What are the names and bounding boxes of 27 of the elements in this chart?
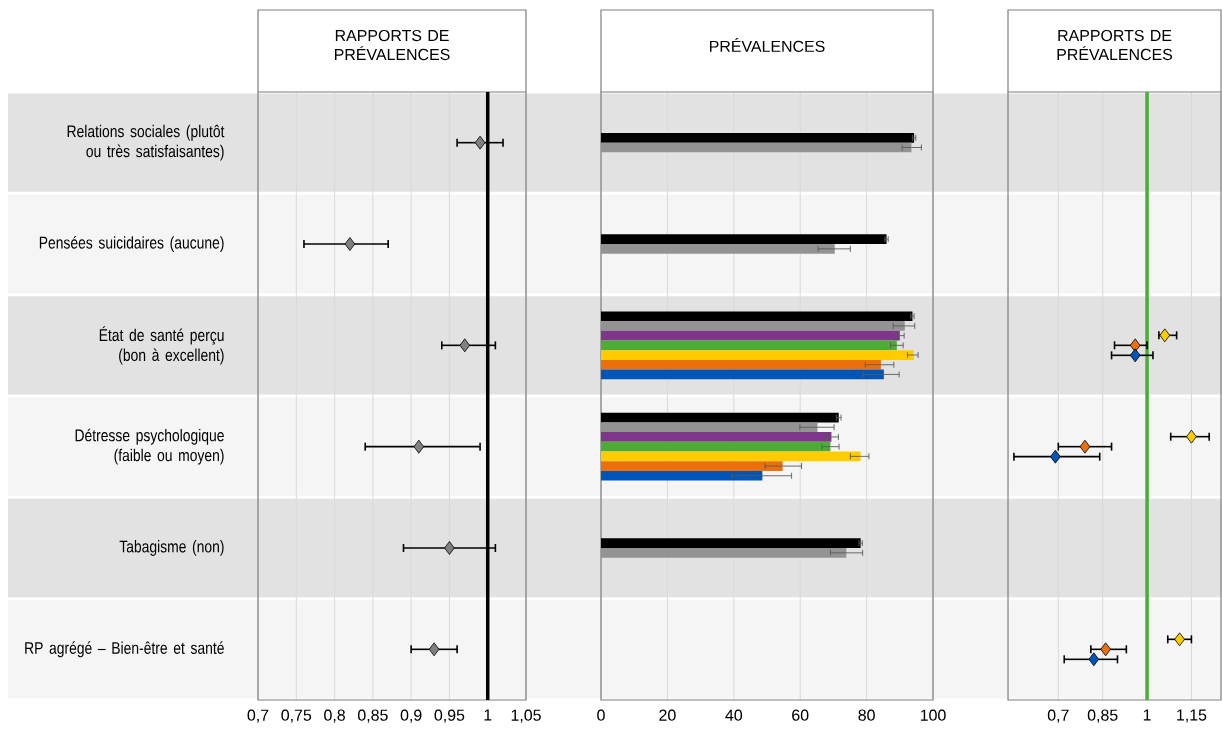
- x-tick-label: 0,95: [434, 709, 465, 723]
- x-tick-label: 1: [484, 709, 492, 721]
- x-tick-label: 60: [792, 709, 809, 721]
- x-tick-label: 0,7: [1047, 709, 1069, 723]
- x-tick-label: 80: [858, 709, 875, 721]
- chart-title: PRÉVALENCES: [710, 38, 825, 53]
- y-tick-label: Relations sociales (plutôt ou très satisfaisantes): [67, 124, 225, 161]
- y-tick-label: RP agrégé – Bien-être et santé: [25, 641, 224, 658]
- x-tick-label: 100: [920, 709, 946, 721]
- y-tick-label: État de santé perçu (bon à excellent): [99, 326, 224, 365]
- x-tick-label: 1,15: [1177, 709, 1207, 723]
- x-tick-label: 0,85: [357, 709, 388, 723]
- x-tick-label: 0: [597, 709, 605, 721]
- x-tick-label: 20: [659, 709, 676, 721]
- x-tick-label: 1: [1143, 709, 1151, 721]
- y-tick-label: Pensées suicidaires (aucune): [39, 236, 224, 252]
- x-tick-label: 0,8: [324, 709, 345, 723]
- x-tick-label: 1,05: [511, 709, 541, 723]
- y-tick-label: Tabagisme (non): [119, 540, 224, 556]
- x-tick-label: 0,9: [400, 709, 422, 723]
- x-tick-label: 40: [725, 709, 743, 721]
- chart-title: RAPPORTS DE PRÉVALENCES: [335, 29, 450, 61]
- y-tick-label: Détresse psychologique (faible ou moyen): [75, 428, 224, 465]
- x-tick-label: 0,75: [281, 709, 312, 723]
- x-tick-label: 0,7: [247, 709, 269, 723]
- x-tick-label: 0,85: [1087, 709, 1118, 723]
- chart-title: RAPPORTS DE PRÉVALENCES: [1057, 29, 1173, 61]
